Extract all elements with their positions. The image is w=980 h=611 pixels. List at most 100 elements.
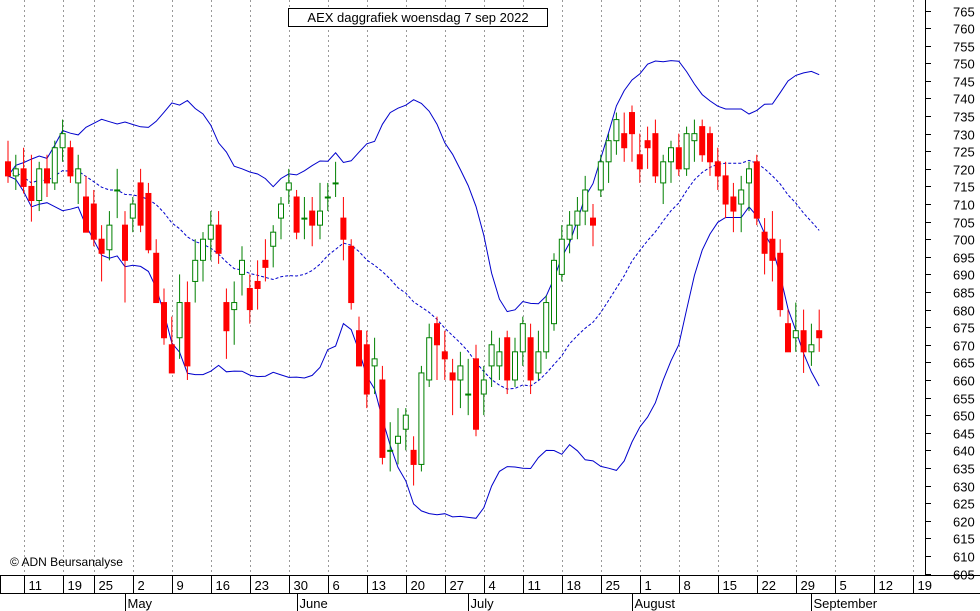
candle-body [691,133,698,142]
candle-body [176,302,183,339]
candle-body [808,344,815,353]
candle-body [36,168,43,202]
y-axis-ticks: 605 610 615 620 625 630 635 640 645 650 655 660 665 6… [925,5,975,583]
candle-body [145,192,152,251]
x-tick-label: 15 [723,578,737,593]
candle-body [129,203,136,219]
candle-body [738,189,745,205]
candle-body [98,238,105,254]
candle-body [192,259,199,282]
x-tick-label: 8 [684,578,691,593]
candle-body [28,185,35,202]
lower-band [7,175,820,519]
y-tick-label: 640 [953,444,975,459]
candle-body [551,259,557,325]
candle-body [254,280,261,289]
candle-body [746,168,752,184]
x-tick-label: 23 [255,578,269,593]
middle-band [7,159,820,390]
candle-body [200,238,206,261]
candle-body [675,147,682,170]
y-tick-label: 645 [953,427,975,442]
candle-body [543,302,550,353]
candle-body [402,414,409,430]
y-tick-label: 610 [953,550,975,565]
x-tick-label: 13 [372,578,386,593]
candle-body [590,217,596,226]
candle-body [356,330,362,367]
y-tick-label: 675 [953,321,975,336]
candle-body [51,147,58,184]
x-tick-label: 16 [216,578,230,593]
candle-body [106,224,113,251]
y-tick-label: 635 [953,462,975,477]
candle-body [597,161,604,191]
vertical-gridlines [24,0,914,575]
candle-body [707,133,713,163]
candle-body [363,344,370,395]
y-tick-label: 690 [953,268,975,283]
candle-body [340,217,347,240]
title-box [288,8,548,27]
candle-body [231,302,238,311]
candle-body [722,175,729,205]
y-tick-label: 760 [953,22,975,37]
y-tick-label: 625 [953,497,975,512]
candle-body [480,379,487,395]
y-tick-label: 730 [953,128,975,143]
candle-body [816,330,823,339]
x-tick-label: 4 [489,578,496,593]
y-tick-label: 650 [953,409,975,424]
y-tick-label: 655 [953,392,975,407]
y-tick-label: 605 [953,568,975,583]
candle-body [395,435,401,444]
candle-body [270,231,277,247]
candle-body [59,133,66,149]
copyright-label: © ADN Beursanalyse [10,555,123,569]
candle-body [348,245,355,304]
candle-body [644,140,651,149]
candle-body [683,133,690,170]
candle-body [434,323,440,346]
candle-body [636,154,643,170]
y-tick-label: 660 [953,374,975,389]
y-tick-label: 745 [953,75,975,90]
y-tick-label: 740 [953,92,975,107]
candle-body [504,337,511,381]
upper-band [7,60,820,313]
candle-body [309,210,316,226]
candle-body [137,182,144,226]
candle-body [153,252,160,304]
x-tick-label: 1 [645,578,652,593]
candle-body [223,302,230,332]
candle-body [699,126,706,156]
candle-body [184,302,191,367]
y-tick-label: 620 [953,515,975,530]
y-tick-label: 735 [953,110,975,125]
y-tick-label: 750 [953,57,975,72]
candle-body [519,323,526,353]
candle-body [730,196,737,212]
candle-body [332,182,339,185]
x-tick-label: 30 [294,578,308,593]
candle-body [278,203,284,219]
candle-body [800,330,807,353]
y-tick-label: 705 [953,216,975,231]
month-label: September [814,596,878,611]
candle-body [90,203,97,240]
candle-body [207,224,214,240]
candle-body [449,372,456,381]
candle-body [574,210,581,226]
y-tick-label: 695 [953,251,975,266]
x-axis-ticks: 11 19 25 2 9 16 23 30 6 13 20 27 4 11 18 25 1 8 15 22 29 5 12 1… [0,576,932,593]
candle-body [605,140,612,163]
candle-body [629,112,635,135]
candle-body [761,231,768,254]
candle-body [387,449,394,452]
x-tick-label: 12 [879,578,893,593]
candles [5,105,823,486]
x-tick-label: 6 [333,578,340,593]
candle-body [465,393,472,396]
candle-body [114,189,121,192]
y-tick-label: 710 [953,198,975,213]
